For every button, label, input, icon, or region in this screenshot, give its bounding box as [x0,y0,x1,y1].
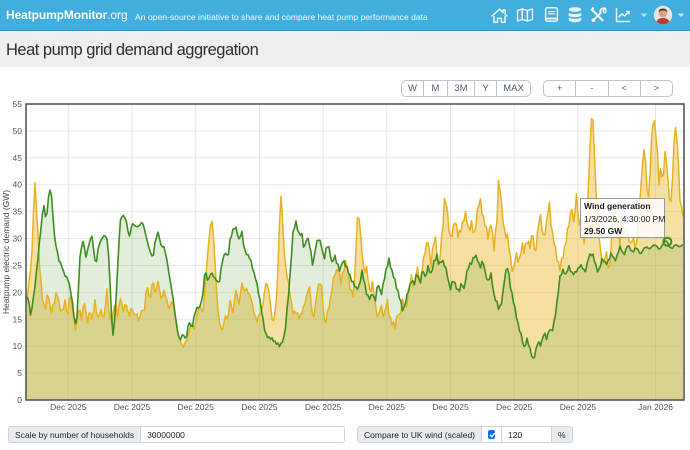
svg-text:40: 40 [13,180,23,190]
svg-text:25: 25 [13,261,23,271]
svg-text:10: 10 [13,341,23,351]
svg-text:50: 50 [13,126,23,136]
svg-text:45: 45 [13,153,23,163]
svg-text:Dec 2025: Dec 2025 [241,402,278,412]
svg-text:55: 55 [13,99,23,109]
svg-text:20: 20 [13,287,23,297]
svg-text:5: 5 [17,368,22,378]
svg-text:Dec 2025: Dec 2025 [50,402,87,412]
svg-text:Jan 2026: Jan 2026 [638,402,673,412]
svg-text:15: 15 [13,314,23,324]
svg-text:Dec 2025: Dec 2025 [114,402,151,412]
svg-text:0: 0 [17,395,22,405]
svg-text:30: 30 [13,234,23,244]
svg-text:35: 35 [13,207,23,217]
svg-text:Heatpump electric demand (GW): Heatpump electric demand (GW) [1,190,11,314]
svg-text:Dec 2025: Dec 2025 [432,402,469,412]
svg-text:Dec 2025: Dec 2025 [369,402,406,412]
svg-text:Dec 2025: Dec 2025 [305,402,342,412]
svg-text:Dec 2025: Dec 2025 [178,402,215,412]
svg-text:Dec 2025: Dec 2025 [496,402,533,412]
svg-text:Dec 2025: Dec 2025 [560,402,597,412]
